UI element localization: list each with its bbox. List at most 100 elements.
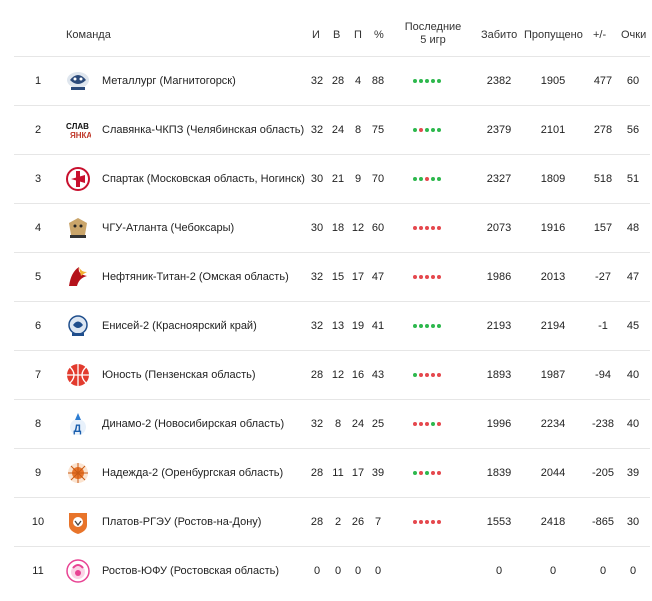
last5-results xyxy=(413,155,441,203)
wins-cell: 13 xyxy=(331,320,345,332)
table-row[interactable]: 3 Спартак (Московская область, Ногинск) 30… xyxy=(14,154,650,203)
header-games: И xyxy=(312,29,320,41)
losses-cell: 9 xyxy=(354,173,362,185)
rank-cell: 5 xyxy=(34,271,42,283)
loss-dot xyxy=(413,422,417,426)
pct-cell: 60 xyxy=(371,222,385,234)
header-diff: +/- xyxy=(593,29,607,41)
dinamo-logo: Д xyxy=(65,411,91,437)
metallurg-logo xyxy=(65,68,91,94)
scored-cell: 0 xyxy=(495,565,503,577)
header-team: Команда xyxy=(66,29,111,41)
loss-dot xyxy=(437,226,441,230)
win-dot xyxy=(413,373,417,377)
diff-cell: 157 xyxy=(593,222,613,234)
losses-cell: 26 xyxy=(351,516,365,528)
conceded-cell: 1809 xyxy=(540,173,566,185)
loss-dot xyxy=(431,520,435,524)
loss-dot xyxy=(431,471,435,475)
win-dot xyxy=(425,324,429,328)
diff-cell: -27 xyxy=(595,271,611,283)
pct-cell: 7 xyxy=(374,516,382,528)
last5-results xyxy=(413,351,441,399)
points-cell: 51 xyxy=(626,173,640,185)
scored-cell: 2073 xyxy=(486,222,512,234)
last5-results xyxy=(413,498,441,546)
team-name: ЧГУ-Атланта (Чебоксары) xyxy=(102,222,235,234)
diff-cell: 278 xyxy=(593,124,613,136)
wins-cell: 11 xyxy=(332,467,344,479)
team-name: Динамо-2 (Новосибирская область) xyxy=(102,418,285,430)
svg-text:CЛАВ: CЛАВ xyxy=(66,122,89,131)
rank-cell: 1 xyxy=(34,75,42,87)
win-dot xyxy=(437,324,441,328)
win-dot xyxy=(425,79,429,83)
loss-dot xyxy=(431,275,435,279)
points-cell: 60 xyxy=(626,75,640,87)
win-dot xyxy=(413,324,417,328)
win-dot xyxy=(437,128,441,132)
pct-cell: 41 xyxy=(371,320,385,332)
losses-cell: 8 xyxy=(354,124,362,136)
table-row[interactable]: 6 Енисей-2 (Красноярский край) 32 13 19 41 219… xyxy=(14,301,650,350)
diff-cell: 477 xyxy=(593,75,613,87)
table-row[interactable]: 8 Д Динамо-2 (Новосибирская область) 32 8 24 2… xyxy=(14,399,650,448)
loss-dot xyxy=(437,471,441,475)
win-dot xyxy=(419,79,423,83)
table-row[interactable]: 11 Ростов-ЮФУ (Ростовская область) 0 0 0 0 0 0 0… xyxy=(14,546,650,591)
pct-cell: 88 xyxy=(371,75,385,87)
conceded-cell: 2418 xyxy=(540,516,566,528)
table-row[interactable]: 7 Юность (Пензенская область) 28 12 16 43 1893… xyxy=(14,350,650,399)
games-cell: 32 xyxy=(310,124,324,136)
conceded-cell: 1987 xyxy=(540,369,566,381)
team-name: Надежда-2 (Оренбургская область) xyxy=(102,467,284,479)
win-dot xyxy=(437,79,441,83)
header-wins: В xyxy=(333,29,341,41)
team-name: Енисей-2 (Красноярский край) xyxy=(102,320,257,332)
win-dot xyxy=(431,177,435,181)
win-dot xyxy=(431,79,435,83)
table-row[interactable]: 1 Металлург (Магнитогорск) 32 28 4 88 2382 1905… xyxy=(14,56,650,105)
svg-text:ЯНКА: ЯНКА xyxy=(70,131,91,140)
scored-cell: 2382 xyxy=(486,75,512,87)
conceded-cell: 0 xyxy=(549,565,557,577)
win-dot xyxy=(437,177,441,181)
rank-cell: 2 xyxy=(34,124,42,136)
games-cell: 0 xyxy=(313,565,321,577)
wins-cell: 12 xyxy=(331,369,345,381)
table-row[interactable]: 4 ЧГУ-Атланта (Чебоксары) 30 18 12 60 2073 1916… xyxy=(14,203,650,252)
loss-dot xyxy=(425,422,429,426)
last5-results xyxy=(413,204,441,252)
table-row[interactable]: 9 Надежда-2 (Оренбургская область) 28 11 17 3… xyxy=(14,448,650,497)
diff-cell: -94 xyxy=(595,369,611,381)
table-row[interactable]: 2 CЛАВ ЯНКА Славянка-ЧКПЗ (Челябинская обла… xyxy=(14,105,650,154)
diff-cell: 0 xyxy=(599,565,607,577)
loss-dot xyxy=(419,373,423,377)
enisey-logo xyxy=(65,313,91,339)
yunost-logo xyxy=(65,362,91,388)
svg-text:Д: Д xyxy=(74,423,82,435)
losses-cell: 19 xyxy=(351,320,365,332)
points-cell: 56 xyxy=(626,124,640,136)
win-dot xyxy=(413,79,417,83)
last5-results xyxy=(413,106,441,154)
win-dot xyxy=(419,177,423,181)
nadezhda-logo xyxy=(65,460,91,486)
table-row[interactable]: 5 Нефтяник-Титан-2 (Омская область) 32 15 17… xyxy=(14,252,650,301)
table-row[interactable]: 10 Платов-РГЭУ (Ростов-на-Дону) 28 2 26 7 1553… xyxy=(14,497,650,546)
scored-cell: 2193 xyxy=(486,320,512,332)
atlanta-logo xyxy=(65,215,91,241)
points-cell: 0 xyxy=(629,565,637,577)
scored-cell: 1996 xyxy=(486,418,512,430)
rank-cell: 4 xyxy=(34,222,42,234)
last5-results xyxy=(413,57,441,105)
team-name: Ростов-ЮФУ (Ростовская область) xyxy=(102,565,279,577)
diff-cell: -1 xyxy=(598,320,608,332)
diff-cell: -205 xyxy=(591,467,615,479)
wins-cell: 2 xyxy=(334,516,342,528)
losses-cell: 0 xyxy=(354,565,362,577)
loss-dot xyxy=(431,226,435,230)
games-cell: 32 xyxy=(310,75,324,87)
win-dot xyxy=(413,177,417,181)
games-cell: 28 xyxy=(310,467,324,479)
